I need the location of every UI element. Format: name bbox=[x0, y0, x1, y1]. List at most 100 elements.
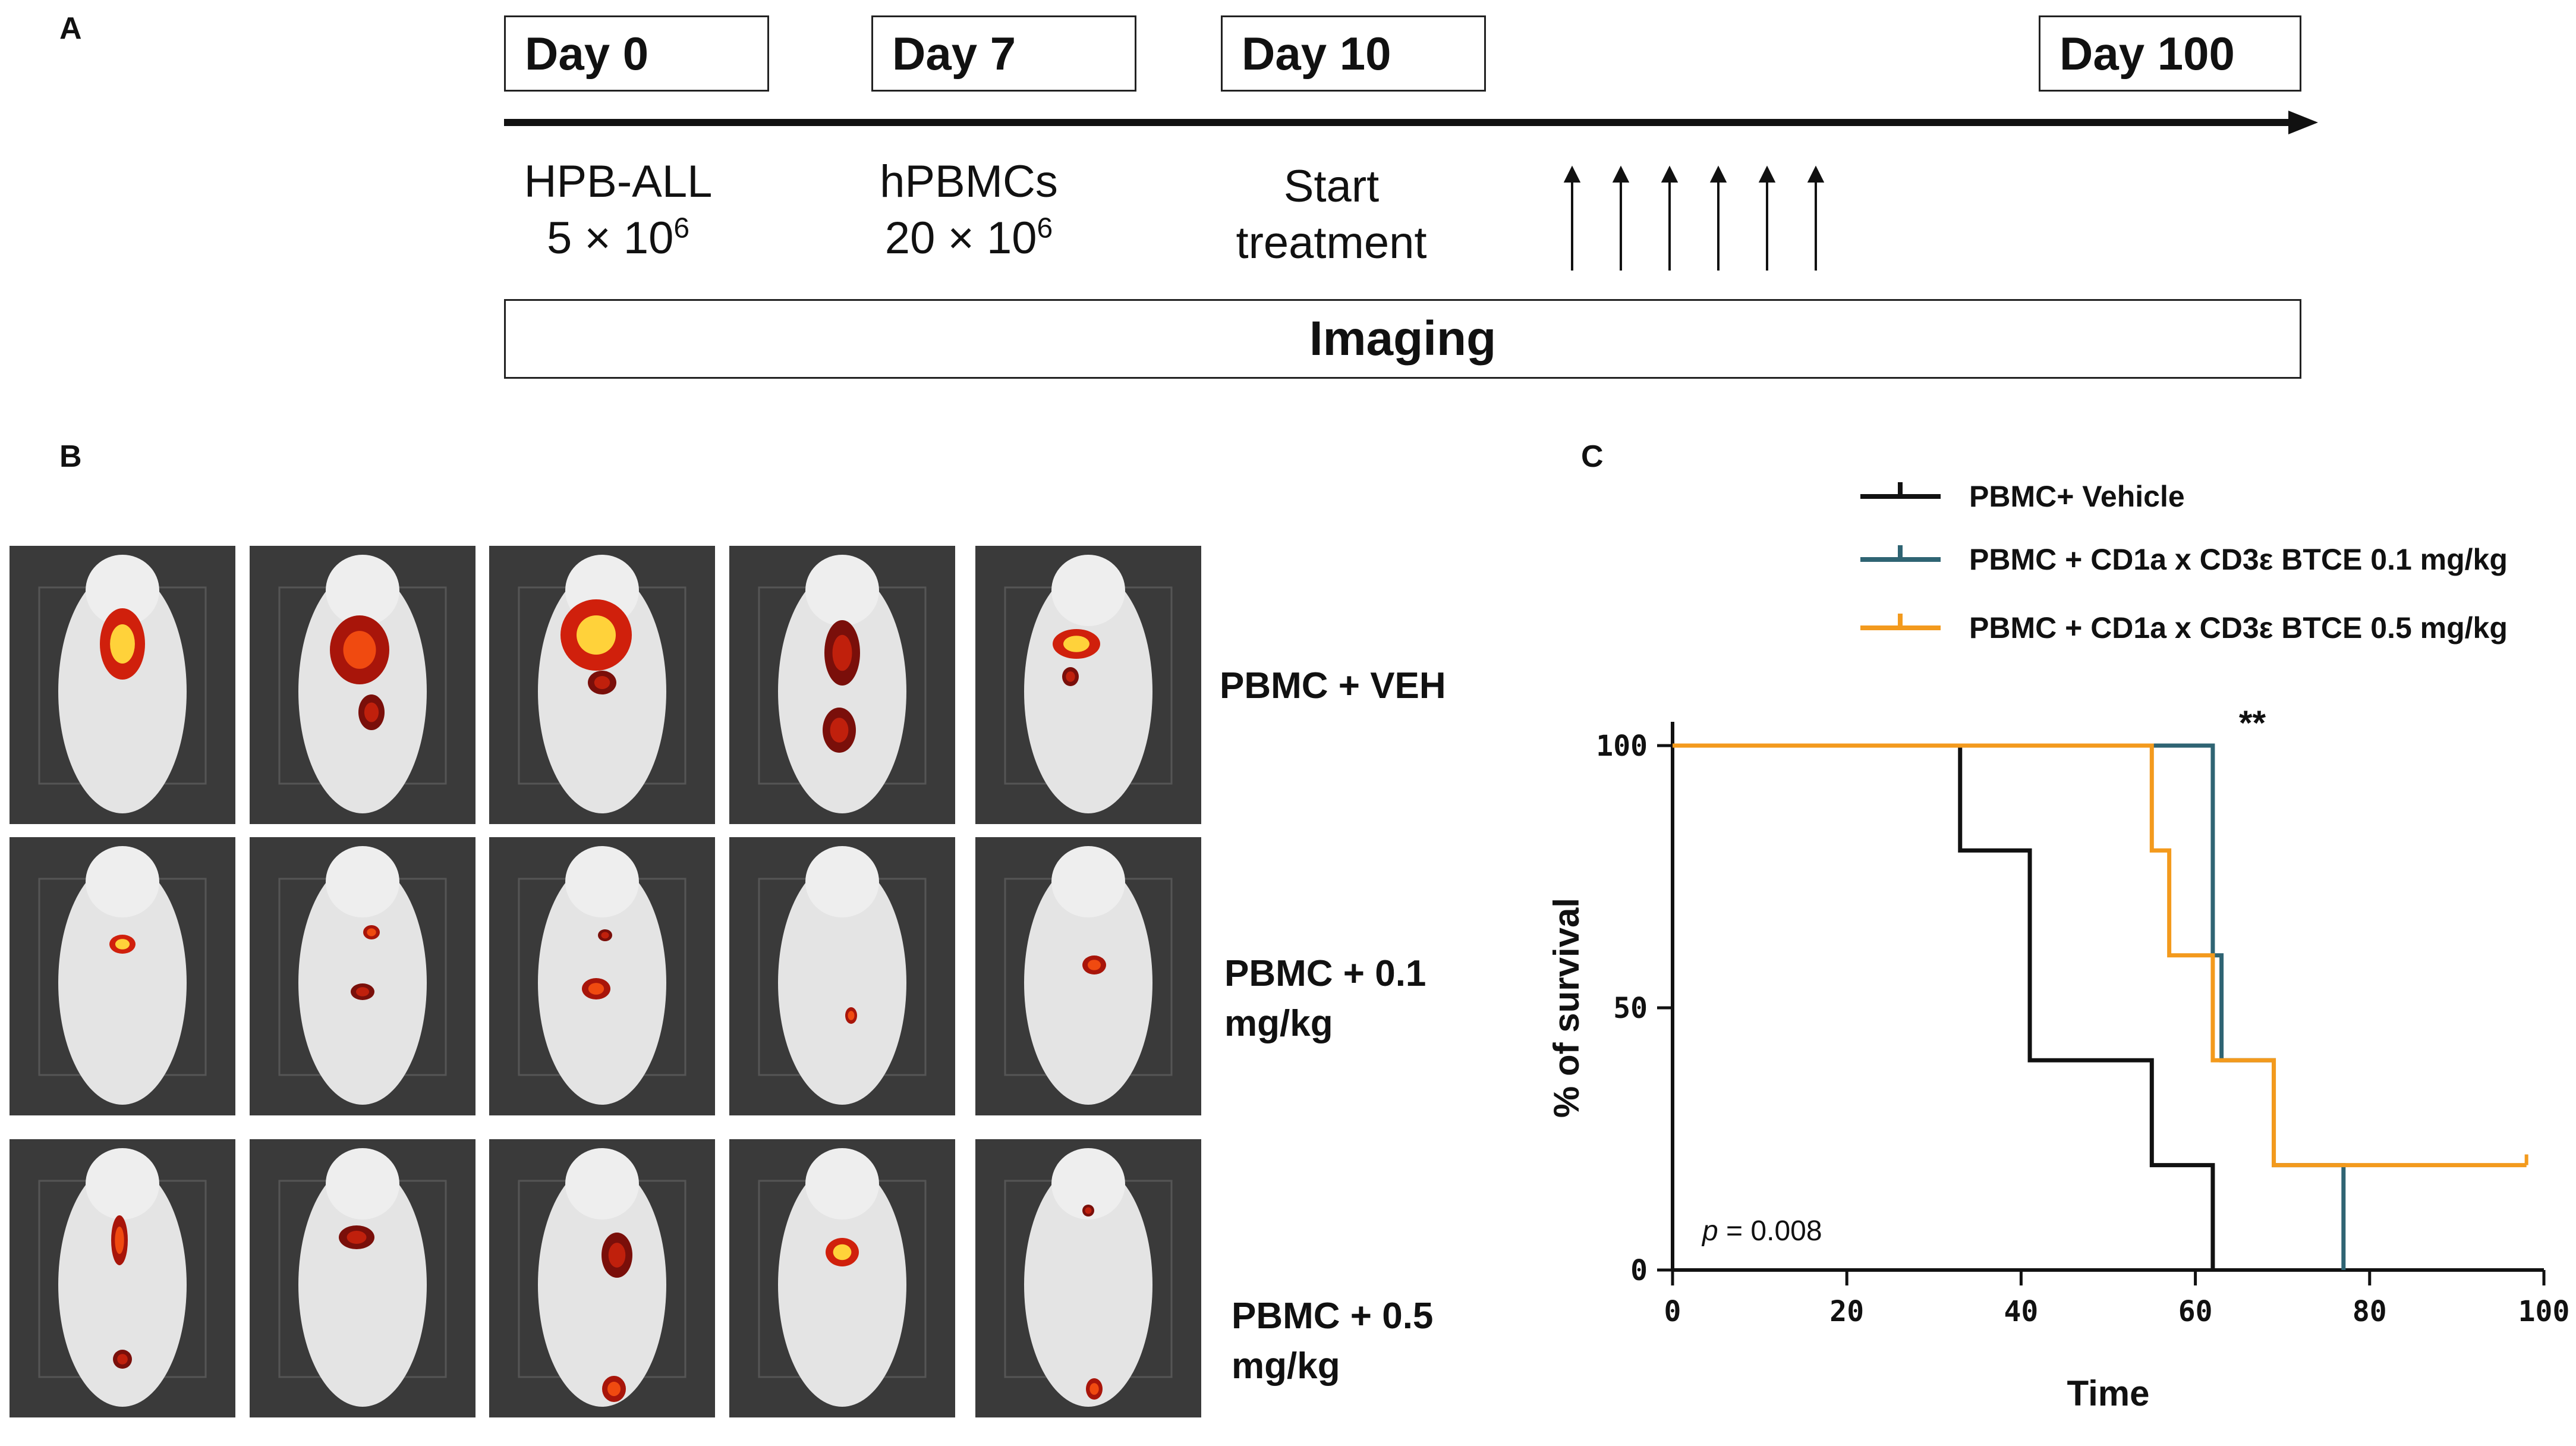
luminescence-signal-core bbox=[830, 718, 849, 743]
mouse-picture bbox=[1004, 555, 1173, 813]
mouse-picture bbox=[38, 846, 207, 1105]
luminescence-signal-core bbox=[1066, 671, 1075, 682]
mouse-image-r3-c2 bbox=[250, 1139, 475, 1417]
luminescence-signal-core bbox=[608, 1243, 626, 1268]
row-label-01-line2: mg/kg bbox=[1224, 1002, 1333, 1044]
day0-event-line2: 5 × 10 bbox=[546, 213, 674, 263]
timeline-arrows bbox=[504, 111, 2318, 271]
mouse-picture bbox=[38, 555, 207, 813]
luminescence-signal-core bbox=[1089, 1383, 1099, 1395]
day7-event-line2: 20 × 10 bbox=[884, 213, 1037, 263]
mouse-head bbox=[326, 1148, 399, 1219]
luminescence-signal-core bbox=[577, 615, 616, 655]
luminescence-signal-core bbox=[833, 1244, 852, 1260]
mouse-head bbox=[565, 846, 639, 917]
y-tick-label: 50 bbox=[1613, 992, 1648, 1025]
luminescence-signal-core bbox=[115, 1226, 124, 1255]
mouse-picture bbox=[758, 846, 927, 1105]
legend-swatch-dose-01 bbox=[1860, 545, 1941, 574]
mouse-body bbox=[298, 1163, 427, 1407]
timeline-arrowhead bbox=[2288, 111, 2318, 134]
day10-event-line1: Start bbox=[1283, 161, 1380, 212]
legend-label-dose-01: PBMC + CD1a x CD3ε BTCE 0.1 mg/kg bbox=[1969, 543, 2508, 576]
luminescence-signal-core bbox=[1063, 636, 1089, 652]
day7-event-sup: 6 bbox=[1037, 212, 1053, 244]
mouse-body bbox=[538, 1163, 666, 1407]
luminescence-signal-core bbox=[832, 634, 852, 671]
row-label-01-line1: PBMC + 0.1 bbox=[1224, 953, 1426, 994]
legend-label-dose-05: PBMC + CD1a x CD3ε BTCE 0.5 mg/kg bbox=[1969, 611, 2508, 645]
day0-event-line1: HPB-ALL bbox=[524, 156, 713, 207]
mouse-picture bbox=[1004, 846, 1173, 1105]
mouse-picture bbox=[518, 846, 686, 1105]
mouse-image-r2-c3 bbox=[489, 837, 715, 1115]
day0-event: HPB-ALL 5 × 106 bbox=[493, 153, 743, 266]
mouse-image-r3-c5 bbox=[975, 1139, 1201, 1417]
x-tick-label: 0 bbox=[1664, 1295, 1681, 1328]
x-axis-label: Time bbox=[2067, 1373, 2150, 1413]
mouse-body bbox=[778, 570, 906, 813]
mouse-picture bbox=[278, 846, 447, 1105]
x-tick-label: 40 bbox=[2004, 1295, 2039, 1328]
luminescence-signal-core bbox=[110, 624, 135, 664]
mouse-image-r3-c4 bbox=[729, 1139, 955, 1417]
luminescence-signal-core bbox=[594, 676, 610, 689]
day7-event: hPBMCs 20 × 106 bbox=[844, 153, 1094, 266]
mouse-body bbox=[58, 861, 187, 1105]
mouse-image-r1-c2 bbox=[250, 546, 475, 824]
mouse-head bbox=[86, 1148, 159, 1219]
mouse-head bbox=[86, 846, 159, 917]
legend-dose-01: PBMC + CD1a x CD3ε BTCE 0.1 mg/kg bbox=[1860, 542, 2508, 577]
mouse-image-r2-c5 bbox=[975, 837, 1201, 1115]
mouse-image-r1-c3 bbox=[489, 546, 715, 824]
row-label-05-line1: PBMC + 0.5 bbox=[1232, 1296, 1434, 1337]
legend-swatch-vehicle bbox=[1860, 482, 1941, 511]
panel-c-label: C bbox=[1581, 439, 1604, 474]
mouse-head bbox=[1051, 846, 1125, 917]
day10-box: Day 10 bbox=[1221, 15, 1486, 92]
mouse-body bbox=[1024, 570, 1152, 813]
dosing-arrows bbox=[1563, 165, 1825, 271]
mouse-body bbox=[778, 1163, 906, 1407]
mouse-head bbox=[326, 555, 399, 626]
p-value-symbol: p bbox=[1701, 1215, 1718, 1247]
mouse-head bbox=[805, 846, 879, 917]
row-label-01: PBMC + 0.1 mg/kg bbox=[1224, 949, 1426, 1048]
mouse-picture bbox=[518, 1148, 686, 1407]
row-label-05-line2: mg/kg bbox=[1232, 1345, 1340, 1387]
mouse-body bbox=[58, 1163, 187, 1407]
mouse-body bbox=[58, 570, 187, 813]
luminescence-signal-core bbox=[607, 1381, 621, 1397]
day10-event: Start treatment bbox=[1207, 158, 1456, 271]
mouse-head bbox=[326, 846, 399, 917]
x-tick-label: 100 bbox=[2518, 1295, 2570, 1328]
legend-dose-05: PBMC + CD1a x CD3ε BTCE 0.5 mg/kg bbox=[1860, 611, 2508, 645]
mouse-image-r2-c1 bbox=[10, 837, 235, 1115]
legend-swatch-dose-05 bbox=[1860, 614, 1941, 642]
luminescence-signal-core bbox=[601, 932, 609, 939]
row-label-veh: PBMC + VEH bbox=[1220, 661, 1446, 711]
mouse-body bbox=[778, 861, 906, 1105]
mouse-head bbox=[1051, 1148, 1125, 1219]
legend-vehicle: PBMC+ Vehicle bbox=[1860, 479, 2185, 514]
mouse-picture bbox=[278, 555, 447, 813]
mouse-image-r1-c1 bbox=[10, 546, 235, 824]
row-label-veh-line1: PBMC + VEH bbox=[1220, 665, 1446, 706]
luminescence-signal-core bbox=[343, 631, 376, 669]
mouse-body bbox=[1024, 1163, 1152, 1407]
panel-b-label: B bbox=[59, 439, 82, 474]
x-tick-label: 20 bbox=[1829, 1295, 1864, 1328]
row-label-05: PBMC + 0.5 mg/kg bbox=[1232, 1291, 1433, 1391]
mouse-picture bbox=[1004, 1148, 1173, 1407]
x-tick-label: 60 bbox=[2178, 1295, 2213, 1328]
mouse-head bbox=[805, 1148, 879, 1219]
mouse-picture bbox=[758, 555, 927, 813]
survival-chart: 0 50 100 0 20 40 60 80 100 Time % of survival ** p =… bbox=[1547, 704, 2570, 1413]
mouse-image-r1-c4 bbox=[729, 546, 955, 824]
luminescence-signal-core bbox=[588, 983, 604, 995]
mouse-picture bbox=[518, 555, 686, 813]
p-value-annotation: p = 0.008 bbox=[1701, 1215, 1822, 1247]
luminescence-signal-core bbox=[347, 1231, 367, 1244]
survival-curve-series-1 bbox=[1673, 743, 2215, 1270]
survival-curve-series-3 bbox=[1673, 743, 2527, 1168]
